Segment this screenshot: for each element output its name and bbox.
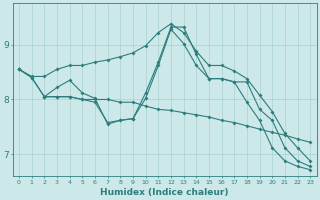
X-axis label: Humidex (Indice chaleur): Humidex (Indice chaleur) [100,188,229,197]
